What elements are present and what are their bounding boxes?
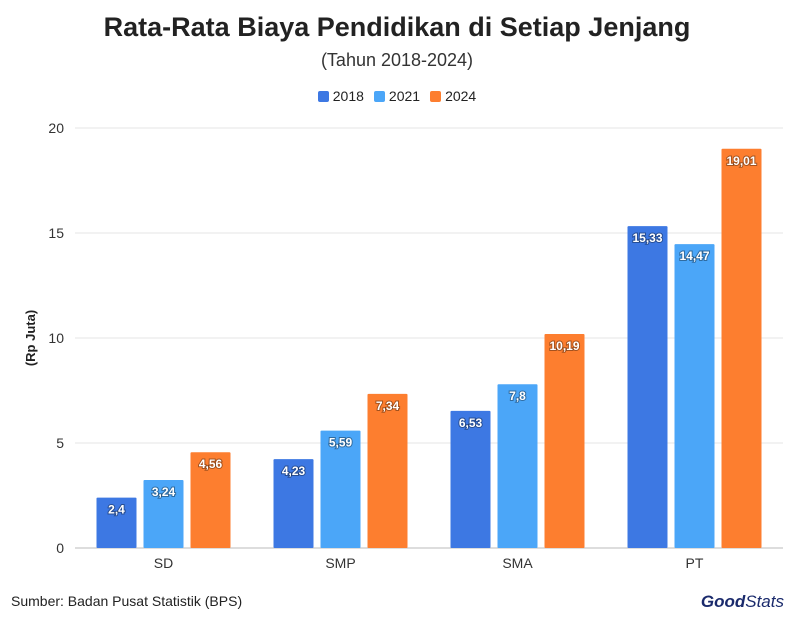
goodstats-logo: GoodStats (700, 592, 784, 611)
data-label: 7,34 (376, 399, 400, 413)
y-tick-label: 0 (56, 540, 64, 556)
x-tick-label: SD (154, 555, 173, 571)
data-label: 2,4 (108, 503, 125, 517)
legend-item-2018[interactable]: 2018 (317, 88, 364, 104)
source-note: Sumber: Badan Pusat Statistik (BPS) (11, 593, 243, 609)
x-tick-label: PT (686, 555, 704, 571)
legend-item-2021[interactable]: 2021 (373, 88, 421, 104)
data-label: 14,47 (679, 249, 709, 263)
bar (320, 430, 361, 548)
bar (497, 384, 538, 548)
bar (190, 452, 231, 548)
bar (544, 334, 585, 548)
bar (721, 148, 762, 549)
data-label: 19,01 (726, 154, 756, 168)
x-tick-label: SMA (502, 555, 533, 571)
bar (273, 459, 314, 548)
chart-subtitle: (Tahun 2018-2024) (320, 50, 474, 70)
bar (674, 244, 715, 548)
legend: 2018 2021 2024 (0, 88, 794, 104)
bar (367, 393, 408, 548)
data-label: 3,24 (152, 485, 176, 499)
bar (143, 479, 184, 548)
legend-swatch-2018 (317, 90, 329, 102)
y-tick-label: 15 (48, 225, 64, 241)
data-label: 4,56 (199, 457, 223, 471)
x-tick-label: SMP (325, 555, 355, 571)
data-label: 10,19 (549, 339, 579, 353)
legend-swatch-2024 (430, 90, 442, 102)
legend-swatch-2021 (373, 90, 385, 102)
bar (96, 497, 137, 548)
data-label: 15,33 (632, 231, 662, 245)
legend-label-2024: 2024 (445, 88, 477, 104)
bar (450, 410, 491, 548)
legend-label-2018: 2018 (332, 88, 364, 104)
chart-title: Rata-Rata Biaya Pendidikan di Setiap Jen… (103, 12, 691, 42)
y-axis-label: (Rp Juta) (23, 310, 38, 366)
y-tick-label: 10 (48, 330, 64, 346)
y-tick-label: 5 (56, 435, 64, 451)
y-tick-label: 20 (48, 120, 64, 136)
legend-label-2021: 2021 (388, 88, 421, 104)
data-label: 5,59 (329, 436, 353, 450)
data-label: 7,8 (509, 389, 526, 403)
data-label: 6,53 (459, 416, 483, 430)
bar (627, 226, 668, 548)
legend-item-2024[interactable]: 2024 (430, 88, 476, 104)
data-label: 4,23 (282, 464, 306, 478)
